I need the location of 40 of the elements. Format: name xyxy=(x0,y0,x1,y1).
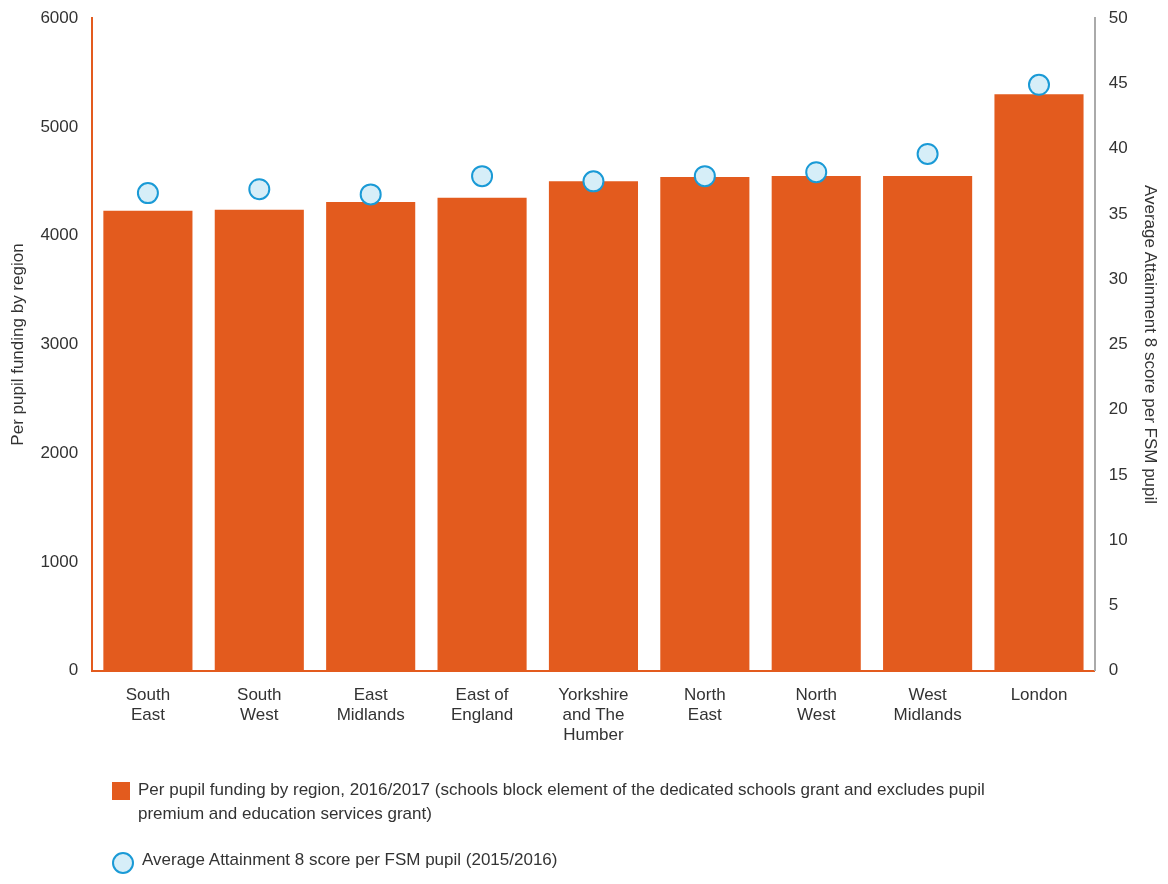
point xyxy=(136,182,159,205)
point xyxy=(248,178,271,201)
x-tick-label: East Midlands xyxy=(336,684,405,725)
x-tick-label: London xyxy=(1010,684,1068,704)
y2-axis-title: Average Attainment 8 score per FSM pupil xyxy=(1141,184,1161,505)
y-tick-label: 3000 xyxy=(40,334,79,354)
x-tick-label: North East xyxy=(684,684,726,725)
y-tick-label: 2000 xyxy=(40,442,79,462)
y-tick-label: 0 xyxy=(68,660,79,680)
y2-tick-label: 5 xyxy=(1108,595,1119,615)
point xyxy=(1028,73,1050,96)
x-tick-label: North West xyxy=(795,684,838,725)
y2-tick-label: 0 xyxy=(1108,660,1119,680)
point xyxy=(359,183,382,206)
y2-tick-label: 20 xyxy=(1108,399,1128,419)
y2-tick-label: 40 xyxy=(1108,138,1128,158)
y2-tick-label: 25 xyxy=(1108,334,1128,354)
point xyxy=(805,161,828,184)
y2-tick-label: 10 xyxy=(1108,529,1128,549)
y2-tick-label: 45 xyxy=(1108,73,1128,93)
x-tick-label: South East xyxy=(125,684,171,725)
y2-tick-label: 50 xyxy=(1108,7,1128,27)
y-tick-label: 5000 xyxy=(40,116,79,136)
x-tick-label: South West xyxy=(237,684,282,725)
y-tick-label: 4000 xyxy=(40,225,79,245)
x-tick-label: West Midlands xyxy=(893,684,962,725)
x-tick-label: East of England xyxy=(450,684,514,725)
point xyxy=(471,165,494,188)
y-tick-label: 1000 xyxy=(40,551,79,571)
point xyxy=(582,170,605,193)
y2-tick-label: 15 xyxy=(1108,464,1128,484)
legend-label: Per pupil funding by region, 2016/2017 (schools block element of the dedicated schools grant and excludes pupil premium and education services grant) xyxy=(138,779,986,825)
x-tick-label: Yorkshire and The Humber xyxy=(558,684,629,745)
point xyxy=(693,165,716,188)
y-tick-label: 6000 xyxy=(40,7,79,27)
y2-tick-label: 30 xyxy=(1108,268,1128,288)
y2-tick-label: 35 xyxy=(1108,203,1128,223)
point xyxy=(916,142,939,165)
legend-label: Average Attainment 8 score per FSM pupil (2015/2016) xyxy=(142,849,558,871)
y-axis-title: Per pupil funding by region xyxy=(7,243,27,446)
